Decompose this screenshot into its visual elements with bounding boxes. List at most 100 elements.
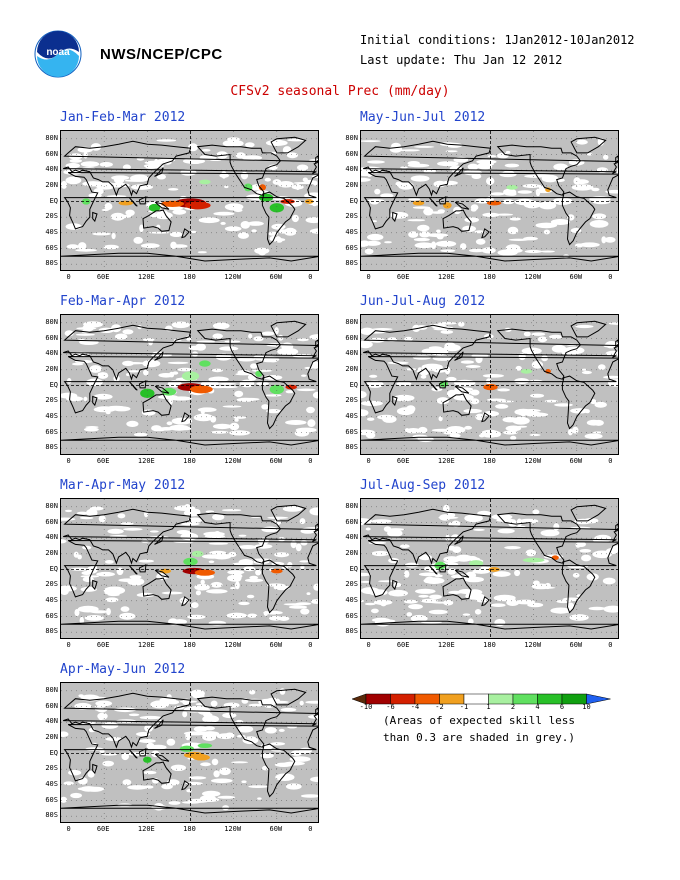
lon-tick-label: 60W xyxy=(269,641,283,649)
forecast-panel-mam: Mar-Apr-May 2012 80N 60N 40N 20N EQ 20S 40S 60S 8… xyxy=(45,478,319,655)
anomaly-region xyxy=(197,743,213,749)
precip-map xyxy=(60,130,319,271)
anomaly-region xyxy=(258,184,267,191)
anomaly-region xyxy=(143,756,152,763)
coastline xyxy=(481,596,490,607)
noaa-logo-icon: noaa xyxy=(34,30,82,78)
skill-note-line1: (Areas of expected skill less xyxy=(383,714,576,727)
coastline xyxy=(261,191,296,246)
coastline xyxy=(454,201,470,210)
coastline xyxy=(454,385,470,394)
lon-tick-label: 60E xyxy=(96,273,110,281)
anomaly-region xyxy=(522,557,545,563)
coastline xyxy=(63,540,318,598)
lat-tick-label: 60N xyxy=(345,333,358,342)
coastline xyxy=(561,375,596,430)
anomaly-region xyxy=(269,384,285,395)
lon-tick-label: 0 xyxy=(308,641,313,649)
colorbar xyxy=(351,690,632,709)
lat-tick-label: 80S xyxy=(345,627,358,636)
lon-tick-label: 60W xyxy=(269,273,283,281)
anomaly-region xyxy=(140,388,155,399)
anomaly-region xyxy=(148,203,161,212)
lat-tick-label: 40S xyxy=(45,595,58,604)
colorbar-tick-label: 4 xyxy=(535,703,540,711)
lat-tick-label: 20S xyxy=(45,212,58,221)
anomaly-region xyxy=(199,179,211,185)
anomaly-region xyxy=(192,754,210,761)
lat-tick-label: 60S xyxy=(345,427,358,436)
coastline xyxy=(363,324,618,381)
lon-tick-label: 180 xyxy=(183,457,196,465)
panel-title: Feb-Mar-Apr 2012 xyxy=(60,294,186,309)
coastline xyxy=(142,209,172,232)
forecast-panel-mjj: May-Jun-Jul 2012 80N 60N 40N 20N EQ 20S 40S 60S 8… xyxy=(345,110,619,287)
lon-tick-label: 120W xyxy=(524,273,542,281)
precip-map xyxy=(360,498,619,639)
coastline xyxy=(63,356,318,414)
coastline xyxy=(61,436,318,446)
lon-tick-label: 120E xyxy=(137,641,155,649)
coastline xyxy=(561,559,596,614)
lon-tick-label: 0 xyxy=(608,457,613,465)
coastline xyxy=(361,252,618,262)
coastline xyxy=(196,696,282,748)
coastline xyxy=(196,144,282,196)
lon-tick-label: 60W xyxy=(569,457,583,465)
coastline xyxy=(261,559,296,614)
coastline xyxy=(63,140,318,197)
lon-tick-label: 0 xyxy=(66,273,71,281)
lon-tick-label: 60W xyxy=(569,641,583,649)
lon-tick-label: 120E xyxy=(437,641,455,649)
precip-map-canvas xyxy=(61,315,318,454)
lat-tick-label: 60S xyxy=(345,243,358,252)
lon-tick-label: 180 xyxy=(183,825,196,833)
lat-tick-label: 20N xyxy=(345,548,358,557)
lon-tick-label: 180 xyxy=(483,457,496,465)
colorbar-tick-label: 6 xyxy=(559,703,565,711)
colorbar-end-high xyxy=(586,693,611,705)
precip-map-canvas xyxy=(61,499,318,638)
lat-tick-label: 80N xyxy=(45,501,58,510)
lat-tick-label: 20N xyxy=(345,364,358,373)
coastline xyxy=(615,523,618,532)
forecast-panel-jfm: Jan-Feb-Mar 2012 80N 60N 40N 20N EQ 20S 40S 60S 8… xyxy=(45,110,319,287)
precip-map xyxy=(360,130,619,271)
forecast-panel-jas: Jul-Aug-Sep 2012 80N 60N 40N 20N EQ 20S 40S 60S 8… xyxy=(345,478,619,655)
lat-tick-label: 60S xyxy=(45,611,58,620)
coastline xyxy=(561,191,596,246)
coastline xyxy=(63,324,318,381)
lon-tick-label: 120E xyxy=(137,825,155,833)
coastline xyxy=(61,252,318,262)
coastline xyxy=(154,719,164,729)
noaa-logo: noaa xyxy=(34,30,82,82)
lon-tick-label: 0 xyxy=(308,457,313,465)
anomaly-region xyxy=(468,560,484,567)
lat-tick-label: 60N xyxy=(45,701,58,710)
panel-title: Mar-Apr-May 2012 xyxy=(60,478,186,493)
coastline xyxy=(315,155,318,164)
svg-text:noaa: noaa xyxy=(46,47,70,58)
lat-tick-label: 40N xyxy=(45,349,58,358)
lat-tick-label: 40N xyxy=(45,717,58,726)
anomaly-region xyxy=(506,185,518,190)
coastline xyxy=(270,136,307,154)
precip-map-canvas xyxy=(361,315,618,454)
precip-map-canvas xyxy=(61,131,318,270)
colorbar-scale xyxy=(351,693,611,705)
lat-tick-label: 40N xyxy=(45,533,58,542)
coastline xyxy=(142,577,172,600)
coastline xyxy=(61,620,318,630)
forecast-panel-fma: Feb-Mar-Apr 2012 80N 60N 40N 20N EQ 20S 40S 60S 8… xyxy=(45,294,319,471)
lon-tick-label: 60E xyxy=(396,641,410,649)
coastline xyxy=(261,375,296,430)
coastline xyxy=(363,356,618,414)
lat-tick-label: 40N xyxy=(45,165,58,174)
lat-tick-label: 80S xyxy=(45,627,58,636)
lat-tick-label: 60S xyxy=(45,795,58,804)
precip-map xyxy=(60,498,319,639)
coastline xyxy=(154,201,170,210)
lat-tick-label: 60S xyxy=(345,611,358,620)
coastline xyxy=(454,535,464,545)
lat-tick-label: EQ xyxy=(49,380,58,389)
